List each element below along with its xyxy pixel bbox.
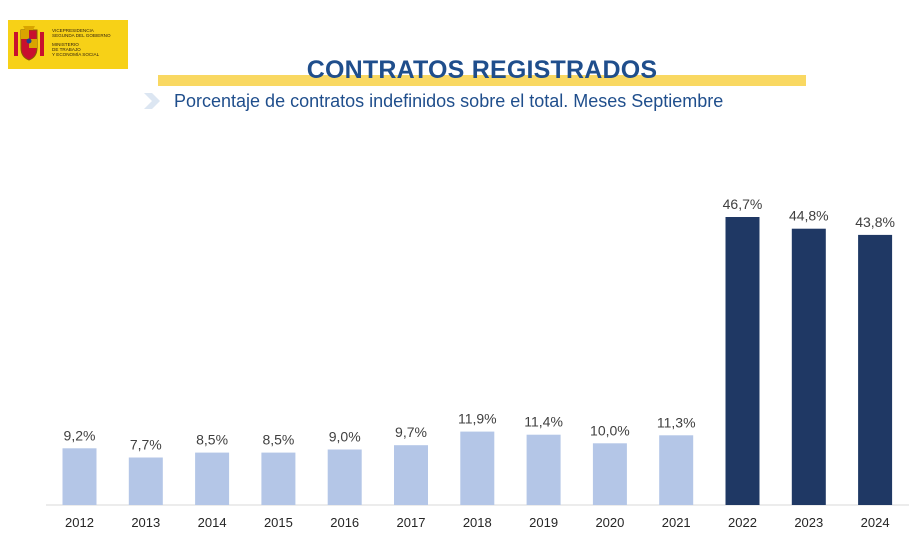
chart-title: CONTRATOS REGISTRADOS [306,56,658,84]
bar-2012 [62,448,97,505]
bar-2021 [659,435,694,505]
x-tick-label-2015: 2015 [264,515,293,530]
data-label-2016: 9,0% [329,429,361,445]
logo-text-line2: SEGUNDA DEL GOBIERNO [52,33,111,38]
logo-text-line1: VICEPRESIDENCIA [52,28,94,33]
x-tick-label-2023: 2023 [794,515,823,530]
bar-2024 [858,234,893,505]
chevron-right-icon [144,93,160,109]
x-tick-label-2021: 2021 [662,515,691,530]
x-tick-label-2024: 2024 [861,515,890,530]
data-label-2012: 9,2% [64,427,96,443]
x-tick-label-2013: 2013 [131,515,160,530]
chart-subtitle: Porcentaje de contratos indefinidos sobr… [174,91,724,111]
data-label-2022: 46,7% [723,196,763,212]
data-label-2015: 8,5% [262,432,294,448]
x-tick-label-2018: 2018 [463,515,492,530]
bar-2020 [592,443,627,505]
data-label-2024: 43,8% [855,214,895,230]
data-label-2019: 11,4% [524,414,563,430]
coat-of-arms-icon [14,26,44,61]
x-tick-label-2014: 2014 [198,515,227,530]
data-label-2020: 10,0% [590,422,630,438]
x-tick-label-2017: 2017 [397,515,426,530]
x-tick-label-2022: 2022 [728,515,757,530]
bar-2015 [261,452,296,505]
bar-2017 [394,445,428,505]
bar-2013 [128,457,163,505]
bar-2014 [195,452,230,505]
x-tick-label-2016: 2016 [330,515,359,530]
data-label-2023: 44,8% [789,208,829,224]
bar-2019 [526,434,561,505]
bar-2016 [327,449,362,505]
logo-text-line4: DE TRABAJO [52,47,81,52]
title-highlight-band [158,75,806,86]
data-label-2018: 11,9% [458,411,497,427]
x-tick-label-2019: 2019 [529,515,558,530]
data-label-2014: 8,5% [196,432,228,448]
logo-text-line5: Y ECONOMÍA SOCIAL [52,52,100,57]
data-label-2017: 9,7% [395,424,427,440]
bar-2022 [725,217,760,505]
bar-2023 [791,228,826,505]
x-tick-label-2012: 2012 [65,515,94,530]
data-label-2013: 7,7% [130,437,162,453]
bar-2018 [460,431,495,505]
government-logo: VICEPRESIDENCIA SEGUNDA DEL GOBIERNO MIN… [8,20,128,69]
logo-text-line3: MINISTERIO [52,42,79,47]
data-label-2021: 11,3% [657,414,696,430]
x-tick-label-2020: 2020 [595,515,624,530]
